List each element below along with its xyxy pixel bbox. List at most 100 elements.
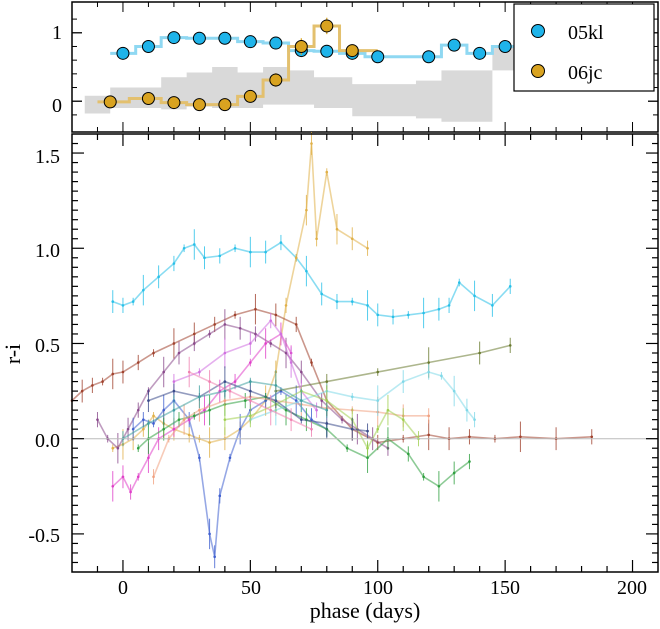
series-point-blue [213, 555, 216, 559]
series-point-brown [172, 342, 176, 345]
series-point-purple [208, 332, 211, 336]
series-line-cyan [112, 241, 511, 318]
top-point-06jc [167, 96, 181, 110]
series-point-orchid [249, 342, 252, 345]
legend-marker-06jc [531, 64, 545, 78]
series-point-cyan [447, 304, 451, 307]
series-point-blue [238, 427, 242, 431]
xtick-label-200: 200 [617, 577, 647, 599]
series-point-green [136, 446, 140, 450]
series-point-green [366, 456, 369, 460]
series-point-green [208, 408, 211, 412]
series-point-brown [121, 370, 125, 374]
series-point-olive [325, 380, 329, 383]
top-band-layer [84, 45, 518, 122]
series-point-olive [508, 344, 512, 347]
series-point-gold [294, 256, 298, 260]
series-point-cyan [203, 256, 206, 260]
top-point-06jc [192, 98, 206, 112]
series-line-lightcyan [250, 371, 476, 421]
series-point-purple [254, 332, 257, 336]
series-point-cyan [366, 304, 369, 307]
series-point-lightcyan [376, 399, 380, 402]
series-point-pink [289, 418, 293, 421]
top-point-06jc [269, 73, 283, 87]
series-point-gold [310, 142, 313, 145]
series-point-cyan [264, 250, 267, 254]
series-point-purple [320, 399, 323, 402]
legend-label-06jc: 06jc [568, 62, 603, 84]
series-point-orchid [289, 361, 293, 364]
series-point-purple [223, 323, 227, 326]
series-point-cyan [407, 313, 410, 317]
series-point-olive [376, 370, 380, 374]
series-point-cyan [457, 281, 461, 284]
bottom-panel: 1.5 1.0 0.5 0.0 -0.5 0 50 100 150 200 ph… [0, 132, 659, 623]
series-point-cyan [182, 246, 186, 250]
series-point-brown [233, 313, 237, 317]
series-point-pink [269, 408, 273, 412]
series-point-lightcyan [440, 374, 443, 378]
series-point-green [422, 475, 425, 479]
series-point-lightcyan [350, 395, 354, 399]
series-point-brown [468, 435, 471, 439]
series-point-salmon [223, 399, 227, 402]
series-point-blue [228, 456, 232, 460]
series-point-green [452, 471, 456, 475]
series-point-brown [254, 307, 257, 311]
bottom-frame [71, 133, 659, 573]
series-point-brown [213, 323, 216, 326]
series-point-magenta [111, 485, 115, 488]
series-point-blue [198, 456, 201, 460]
series-point-pink [249, 399, 252, 402]
series-point-lime [401, 418, 405, 421]
series-point-olive [478, 351, 481, 355]
series-point-blue [294, 399, 298, 402]
series-point-brown [80, 389, 84, 393]
series-point-lime [223, 418, 227, 421]
xtick-label-0: 0 [118, 577, 128, 599]
series-point-brown [519, 435, 522, 439]
series-point-cyan [142, 288, 145, 292]
series-point-navy [249, 389, 252, 393]
series-point-navy [223, 380, 227, 383]
series-point-blue [162, 408, 166, 412]
ytick-label-1.5: 1.5 [35, 146, 60, 168]
series-line-blue [132, 390, 328, 557]
series-point-purple [340, 418, 344, 421]
ytick-label-0.0: 0.0 [35, 430, 60, 452]
series-point-cyan [320, 292, 323, 296]
top-point-05kl [116, 46, 130, 60]
series-point-navy [325, 422, 329, 425]
series-point-brown [91, 384, 94, 387]
series-point-green [177, 418, 181, 421]
series-point-gold [208, 441, 211, 444]
series-point-salmon [152, 475, 155, 479]
series-point-cyan [491, 304, 494, 307]
series-point-cyan [279, 241, 283, 244]
xtick-label-150: 150 [490, 577, 520, 599]
series-point-gold [142, 427, 145, 431]
series-point-magenta [129, 490, 132, 494]
series-point-brown [192, 332, 196, 336]
series-point-cyan [391, 315, 395, 319]
ytick-label-neg0.5: -0.5 [28, 525, 60, 547]
series-point-gold [325, 170, 329, 174]
series-point-cyan [233, 246, 237, 250]
series-point-cyan [218, 254, 222, 258]
series-point-orchid [172, 380, 176, 383]
series-point-magenta [203, 408, 206, 412]
series-point-gold [284, 304, 288, 307]
series-point-orchid [269, 319, 273, 322]
series-point-blue [142, 418, 145, 421]
series-point-teal [172, 408, 176, 412]
series-point-cyan [131, 300, 135, 303]
series-point-blue [218, 494, 222, 498]
series-point-gold [152, 414, 155, 418]
ytick-label-1.0: 1.0 [35, 240, 60, 262]
series-point-teal [300, 399, 303, 402]
series-point-orchid [315, 408, 318, 412]
series-point-brown [274, 313, 278, 317]
series-point-lightcyan [473, 418, 476, 421]
